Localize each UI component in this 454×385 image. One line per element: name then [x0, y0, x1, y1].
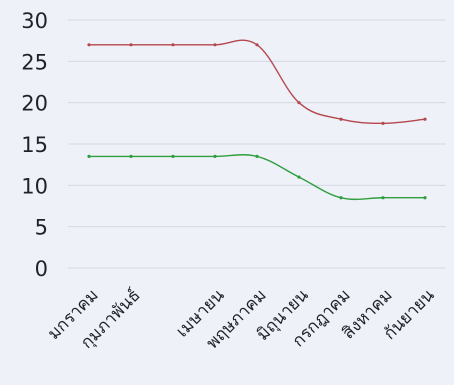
series-1-point [213, 43, 217, 47]
y-axis-tick-labels: 0 5 10 15 20 25 30 [21, 9, 48, 281]
series-1-point [171, 43, 175, 47]
series-1-point [255, 43, 259, 47]
series-2-point [339, 196, 343, 200]
series-1-point [339, 117, 343, 121]
series-lines [87, 39, 427, 201]
series-2-point [381, 196, 385, 200]
series-1-line [89, 39, 426, 125]
series-1-point [87, 43, 91, 47]
series-2-point [423, 196, 427, 200]
y-tick-label: 5 [35, 216, 48, 240]
y-tick-label: 15 [21, 133, 48, 157]
y-tick-label: 10 [21, 174, 48, 198]
series-2-point [297, 175, 301, 179]
series-1-point [297, 101, 301, 105]
series-2-point [171, 154, 175, 158]
series-1-point [129, 43, 133, 47]
series-2-point [87, 154, 91, 158]
series-2-point [213, 154, 217, 158]
y-tick-label: 25 [21, 50, 48, 74]
series-2-point [129, 154, 133, 158]
y-tick-label: 20 [21, 92, 48, 116]
series-1-point [381, 121, 385, 125]
series-2-point [255, 154, 259, 158]
y-tick-label: 0 [35, 257, 48, 281]
gridlines [68, 19, 446, 269]
series-2-line [89, 154, 425, 201]
series-1-point [423, 117, 427, 121]
y-tick-label: 30 [21, 9, 48, 33]
